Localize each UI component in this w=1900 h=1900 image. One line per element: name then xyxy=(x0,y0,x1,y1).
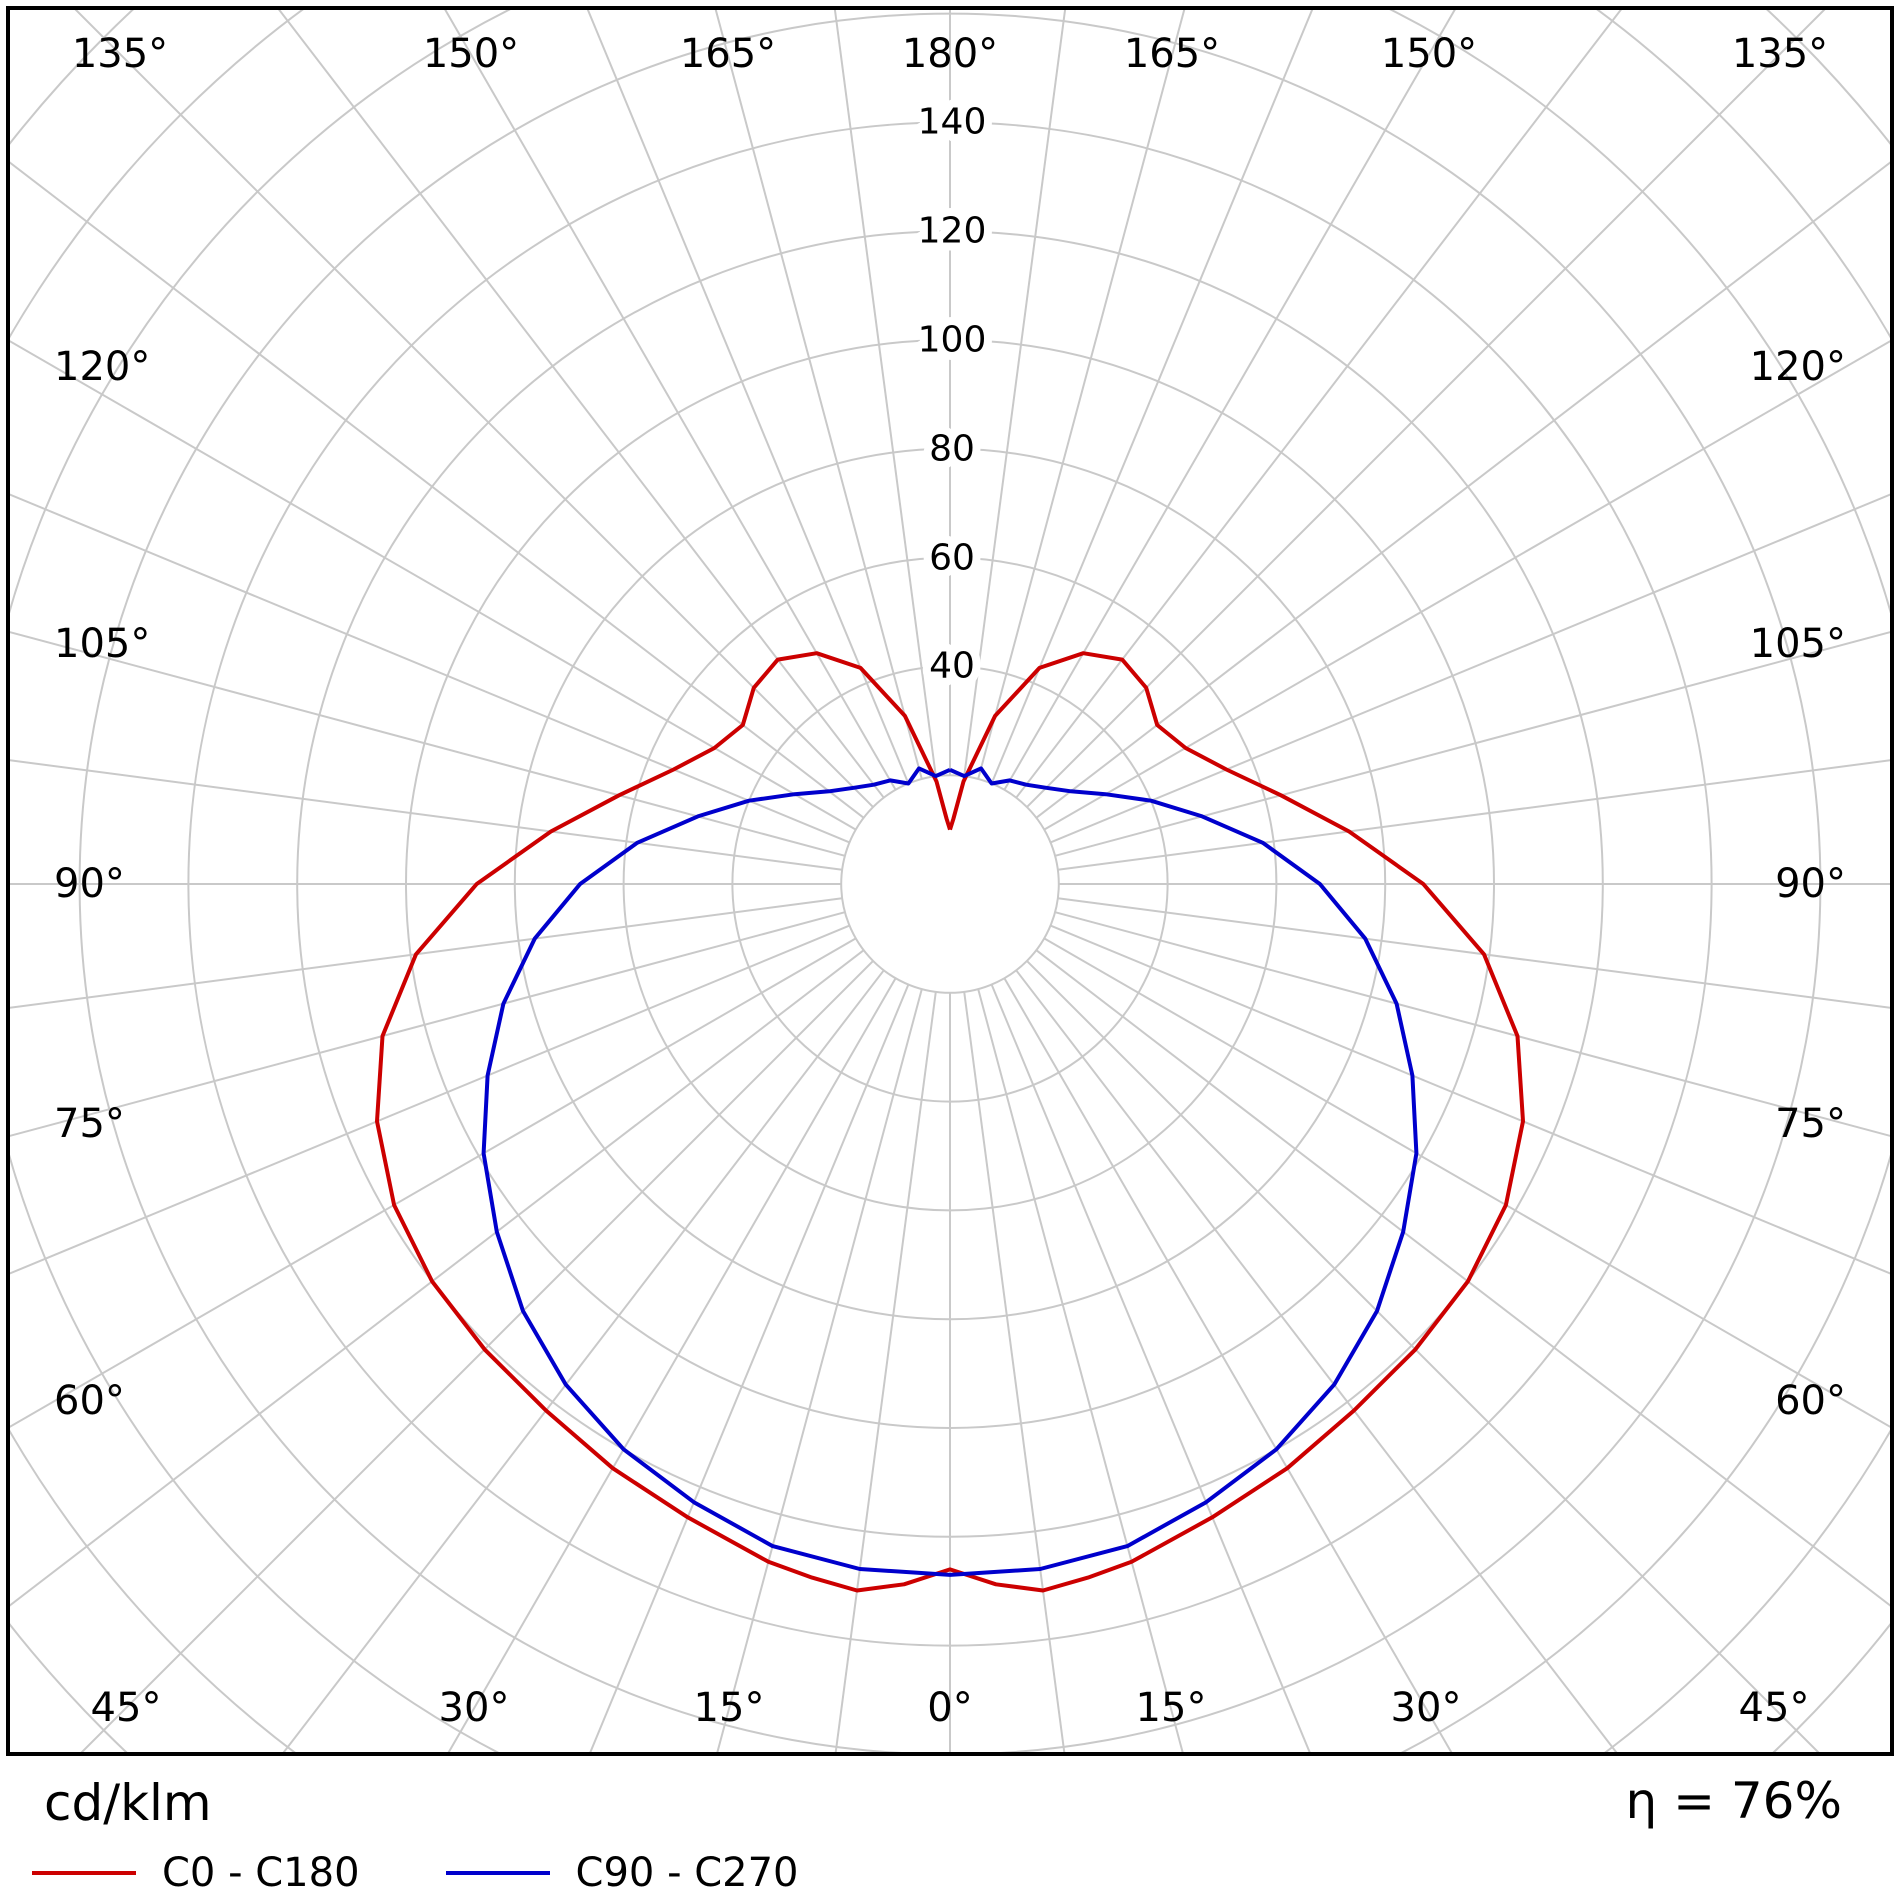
radial-tick-label-60: 60 xyxy=(929,538,975,579)
grid-spoke xyxy=(8,911,846,1138)
angle-label-90-right: 90° xyxy=(1775,861,1846,907)
grid-spoke xyxy=(1054,911,1892,1138)
unit-label: cd/klm xyxy=(44,1774,212,1832)
grid-spoke xyxy=(1043,338,1892,831)
grid-spoke xyxy=(1026,8,1828,808)
grid-spoke xyxy=(8,897,843,1010)
grid-spoke xyxy=(990,8,1314,784)
legend-label: C0 - C180 xyxy=(162,1850,360,1896)
angle-label-105-right: 105° xyxy=(1750,621,1846,667)
legend-swatch xyxy=(32,1871,136,1875)
legend-item-1: C90 - C270 xyxy=(445,1850,799,1896)
legend: C0 - C180 C90 - C270 xyxy=(32,1850,799,1896)
grid-spoke xyxy=(714,8,923,780)
radial-tick-labels: 40 60 80 100 120 140 xyxy=(910,94,995,695)
legend-swatch xyxy=(445,1871,550,1875)
curve-C90-C270 xyxy=(481,766,1419,1577)
legend-label: C90 - C270 xyxy=(575,1850,799,1896)
radial-tick-label-120: 120 xyxy=(918,211,987,252)
radial-tick-label-40: 40 xyxy=(929,646,975,687)
grid-spoke xyxy=(963,8,1067,777)
efficiency-label: η = 76% xyxy=(1625,1772,1842,1830)
legend-item-0: C0 - C180 xyxy=(32,1850,360,1896)
angle-label-15-right: 15° xyxy=(1136,1685,1207,1731)
angle-label-45-left: 45° xyxy=(91,1685,162,1731)
radial-tick-label-100: 100 xyxy=(918,320,987,361)
grid-spoke xyxy=(963,991,1066,1754)
angle-label-150-left: 150° xyxy=(423,31,519,77)
grid-spoke xyxy=(78,960,874,1754)
grid-spoke xyxy=(8,949,865,1609)
angle-label-105-left: 105° xyxy=(54,621,150,667)
grid-spoke xyxy=(1035,949,1892,1609)
angle-labels: 0° 15° 15° 30° 30° 45° 45° 60° 60° 75° 75° 90° 90° 10… xyxy=(54,31,1846,1731)
angle-label-60-right: 60° xyxy=(1775,1378,1846,1424)
grid-spoke xyxy=(1015,969,1619,1754)
grid-spoke xyxy=(1003,8,1457,791)
chart-footer: cd/klm η = 76% C0 - C180 C90 - C270 xyxy=(0,1756,1900,1900)
angle-label-165-left: 165° xyxy=(680,31,776,77)
grid-spoke xyxy=(977,988,1185,1754)
grid-spoke xyxy=(977,8,1186,780)
grid-spoke xyxy=(990,984,1312,1754)
grid-spoke xyxy=(8,338,857,831)
grid-spoke xyxy=(446,977,897,1754)
angle-label-75-right: 75° xyxy=(1775,1101,1846,1147)
grid-spoke xyxy=(1026,960,1822,1754)
grid-spoke xyxy=(1054,630,1892,857)
grid-spoke xyxy=(1015,8,1624,799)
angle-label-150-right: 150° xyxy=(1381,31,1477,77)
radial-tick-label-80: 80 xyxy=(929,429,975,470)
angle-label-90-left: 90° xyxy=(54,861,125,907)
grid-spoke xyxy=(8,630,846,857)
grid-spoke xyxy=(281,969,885,1754)
angle-label-120-left: 120° xyxy=(54,344,150,390)
grid-spoke xyxy=(8,159,865,819)
grid-spoke xyxy=(8,758,843,871)
angle-label-180-right: 180° xyxy=(902,31,998,77)
angle-label-135-right: 135° xyxy=(1732,31,1828,77)
grid-spoke xyxy=(833,8,937,777)
grid-spoke xyxy=(276,8,885,799)
grid-spoke xyxy=(1050,492,1892,844)
grid-spoke xyxy=(1057,758,1892,871)
grid-spoke xyxy=(715,988,923,1754)
angle-label-30-left: 30° xyxy=(439,1685,510,1731)
angle-label-60-left: 60° xyxy=(54,1378,125,1424)
radial-tick-label-140: 140 xyxy=(918,102,987,143)
angle-label-120-right: 120° xyxy=(1750,344,1846,390)
grid-spoke xyxy=(1035,159,1892,819)
angle-label-0-right: 0° xyxy=(927,1685,972,1731)
grid-spoke xyxy=(8,924,850,1276)
grid-spoke xyxy=(1050,924,1892,1276)
grid-spoke xyxy=(1043,937,1892,1430)
grid-spoke xyxy=(443,8,897,791)
grid-ring-20 xyxy=(840,774,1060,994)
angle-label-30-right: 30° xyxy=(1391,1685,1462,1731)
grid-spoke xyxy=(72,8,874,808)
angle-label-45-right: 45° xyxy=(1739,1685,1810,1731)
angle-label-15-left: 15° xyxy=(694,1685,765,1731)
chart-frame xyxy=(6,6,1894,1756)
angle-label-75-left: 75° xyxy=(54,1101,125,1147)
grid-spoke xyxy=(8,492,850,844)
angle-label-135-left: 135° xyxy=(72,31,168,77)
grid-spoke xyxy=(588,984,910,1754)
grid-spoke xyxy=(586,8,910,784)
grid-spoke xyxy=(1057,897,1892,1010)
grid-spoke xyxy=(834,991,937,1754)
curve-C0-C180 xyxy=(375,651,1525,1593)
grid-spoke xyxy=(8,937,857,1430)
grid-spoke xyxy=(1003,977,1454,1754)
angle-label-165-right: 165° xyxy=(1124,31,1220,77)
